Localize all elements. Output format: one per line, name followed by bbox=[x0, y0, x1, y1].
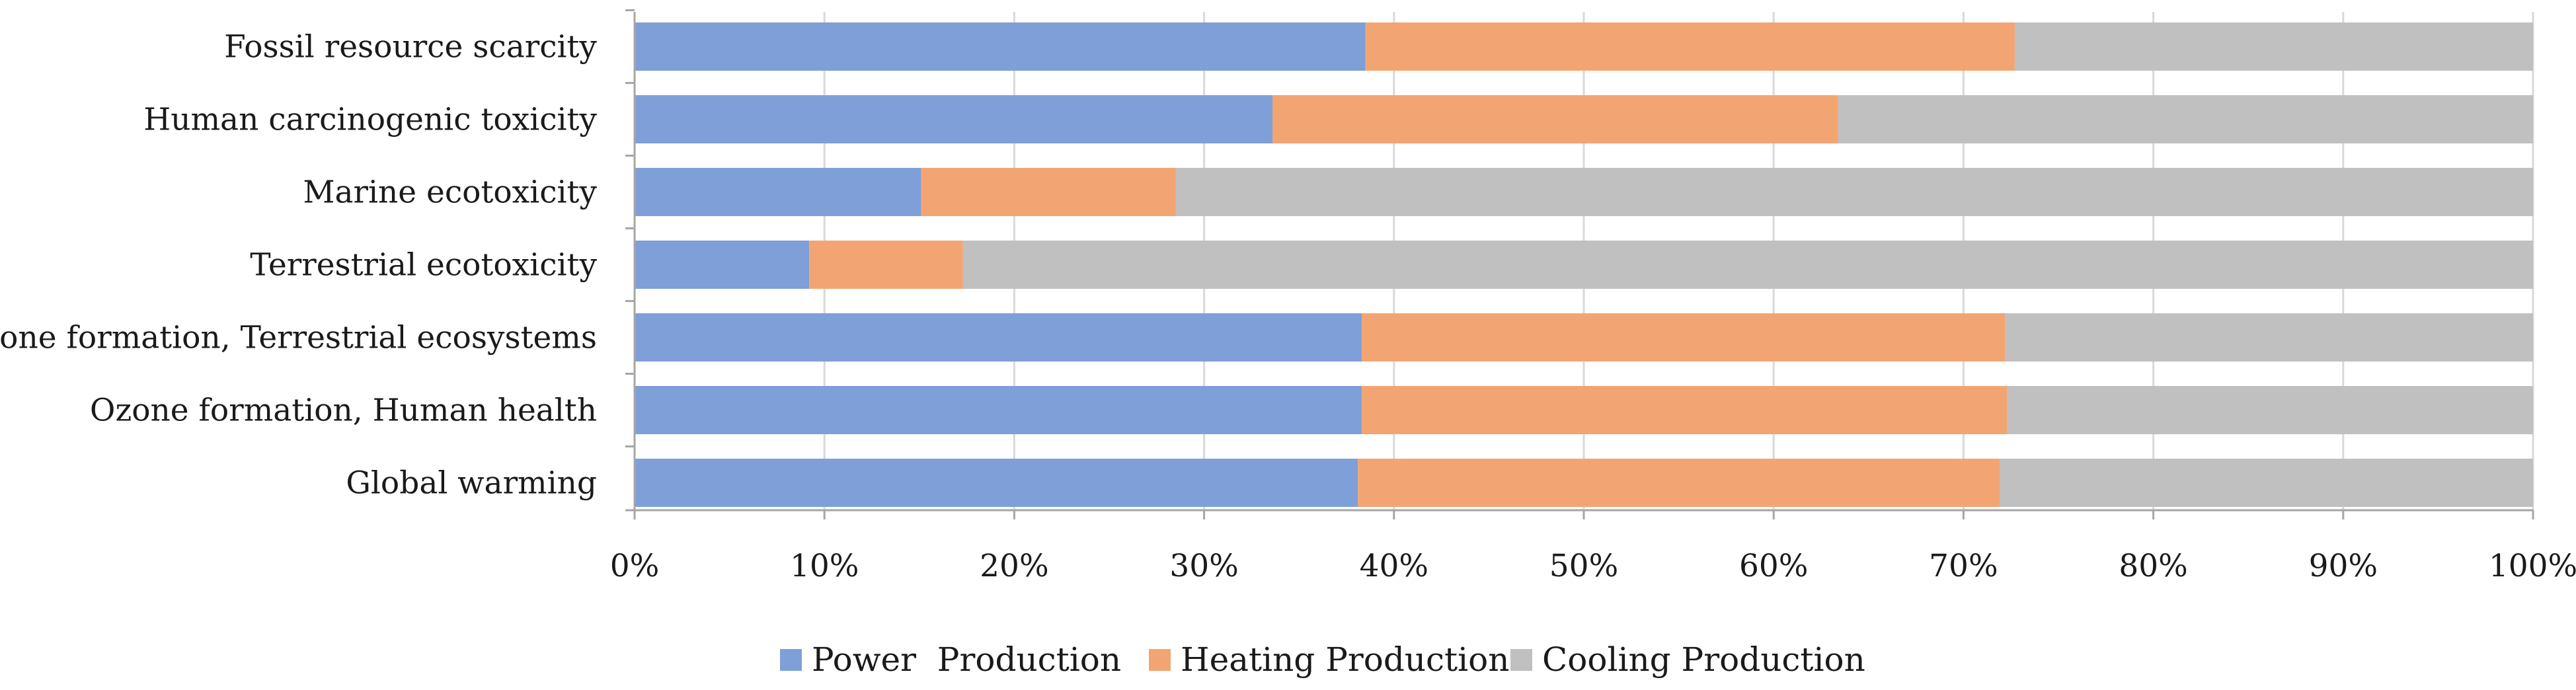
bar-segment bbox=[809, 241, 963, 289]
bar-segment bbox=[921, 168, 1176, 216]
x-tick-label: 60% bbox=[1739, 548, 1808, 584]
legend-swatch bbox=[1149, 649, 1171, 671]
bar-segment bbox=[635, 386, 1362, 434]
category-label: Fossil resource scarcity bbox=[224, 29, 597, 65]
bar-segment bbox=[2007, 386, 2533, 434]
category-label: Marine ecotoxicity bbox=[303, 174, 597, 211]
bars bbox=[635, 22, 2533, 507]
legend-label: Heating Production bbox=[1181, 640, 1509, 679]
category-label: Global warming bbox=[346, 465, 597, 502]
legend: Power Production Heating Production Coolin… bbox=[780, 640, 1865, 679]
x-tick-label: 0% bbox=[610, 548, 660, 584]
bar-segment bbox=[635, 459, 1358, 507]
x-axis: 0% 10% 20% 30% 40% 50% 60% 70% 80% 90% 100% bbox=[610, 9, 2576, 584]
legend-label: Cooling Production bbox=[1542, 640, 1865, 679]
bar-segment bbox=[1365, 22, 2015, 71]
bar-segment bbox=[1272, 95, 1838, 143]
x-tick-label: 80% bbox=[2119, 548, 2187, 584]
bar-segment bbox=[635, 168, 921, 216]
x-tick-label: 100% bbox=[2489, 548, 2576, 584]
category-label: Human carcinogenic toxicity bbox=[143, 102, 597, 138]
bar-segment bbox=[1358, 459, 2000, 507]
bar-segment bbox=[635, 95, 1272, 143]
x-tick-label: 70% bbox=[1929, 548, 1998, 584]
bar-segment bbox=[1175, 168, 2533, 216]
x-tick-label: 40% bbox=[1360, 548, 1428, 584]
category-label: Terrestrial ecotoxicity bbox=[250, 247, 597, 284]
legend-swatch bbox=[780, 649, 802, 671]
x-tick-label: 10% bbox=[790, 548, 859, 584]
bar-segment bbox=[1999, 459, 2533, 507]
bar-segment bbox=[1361, 386, 2008, 434]
legend-label: Power Production bbox=[812, 640, 1121, 679]
bar-segment bbox=[2014, 22, 2533, 71]
legend-swatch bbox=[1510, 649, 1532, 671]
bar-segment bbox=[635, 241, 810, 289]
x-tick-label: 30% bbox=[1169, 548, 1238, 584]
category-label: Ozone formation, Human health bbox=[90, 393, 597, 429]
x-tick-label: 20% bbox=[980, 548, 1048, 584]
bar-segment bbox=[1838, 95, 2533, 143]
x-tick-label: 90% bbox=[2309, 548, 2378, 584]
bar-segment bbox=[635, 313, 1362, 362]
bar-segment bbox=[2005, 313, 2533, 362]
category-labels: Fossil resource scarcity Human carcinogen… bbox=[0, 29, 597, 502]
category-label: Ozone formation, Terrestrial ecosystems bbox=[0, 320, 597, 356]
bar-segment bbox=[635, 22, 1366, 71]
x-tick-label: 50% bbox=[1549, 548, 1618, 584]
bar-segment bbox=[962, 241, 2533, 289]
bar-segment bbox=[1361, 313, 2006, 362]
